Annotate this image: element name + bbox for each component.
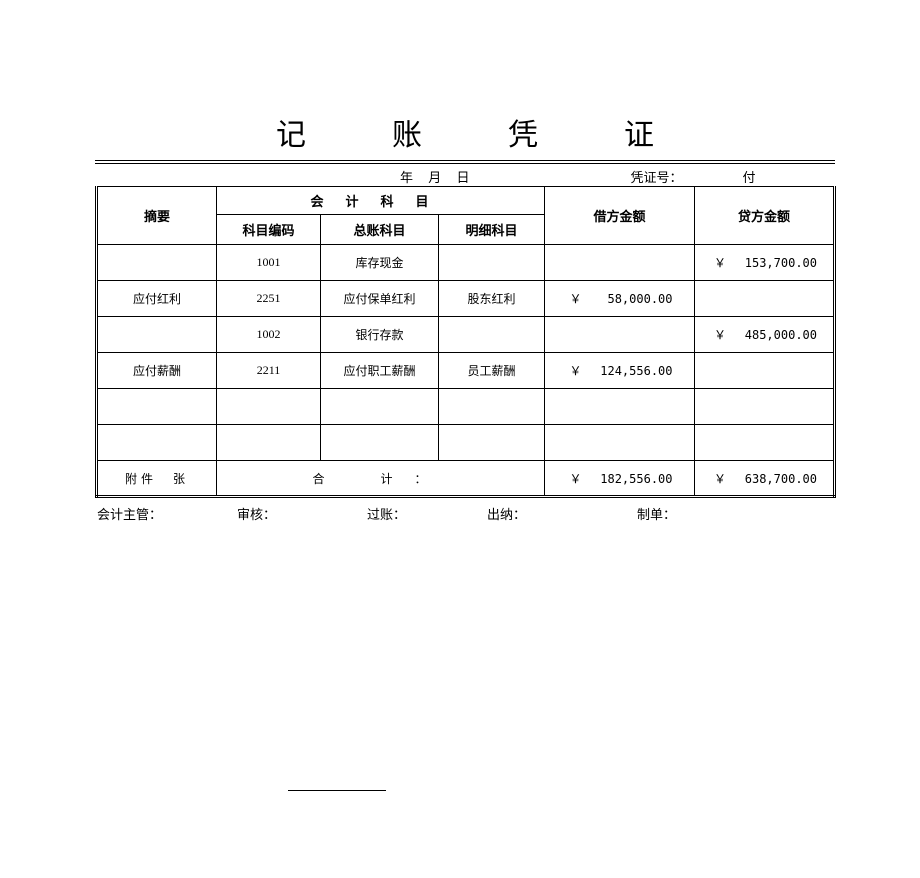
cell-ledger: 库存现金 (321, 245, 439, 281)
cell-detail: 股东红利 (439, 281, 545, 317)
cell-debit: ￥124,556.00 (545, 353, 695, 389)
sign-supervisor: 会计主管： (97, 504, 237, 523)
meta-row: 年 月 日 凭证号： 付 (95, 166, 835, 186)
hdr-detail: 明细科目 (439, 215, 545, 245)
cell-summary (97, 425, 217, 461)
cell-summary (97, 389, 217, 425)
cell-debit (545, 425, 695, 461)
cell-credit (695, 425, 835, 461)
voucher-title: 记 账 凭 证 (95, 110, 835, 154)
cell-debit (545, 317, 695, 353)
cell-detail: 员工薪酬 (439, 353, 545, 389)
cell-code: 2211 (217, 353, 321, 389)
hdr-summary: 摘要 (97, 187, 217, 245)
total-debit: ￥182,556.00 (545, 461, 695, 497)
cell-summary (97, 245, 217, 281)
cell-detail (439, 425, 545, 461)
table-row: 1001库存现金 ￥153,700.00 (97, 245, 835, 281)
hdr-debit: 借方金额 (545, 187, 695, 245)
sign-cashier: 出纳： (487, 504, 637, 523)
cell-ledger: 应付职工薪酬 (321, 353, 439, 389)
underline-stub (288, 790, 386, 791)
total-credit: ￥638,700.00 (695, 461, 835, 497)
cell-detail (439, 245, 545, 281)
table-row (97, 389, 835, 425)
attach-label: 附件 张 (97, 461, 217, 497)
hdr-account-group: 会计科目 (217, 187, 545, 215)
sign-row: 会计主管： 审核： 过账： 出纳： 制单： (95, 504, 835, 523)
sign-audit: 审核： (237, 504, 367, 523)
date-label: 年 月 日 (400, 167, 476, 186)
table-row (97, 425, 835, 461)
cell-credit (695, 389, 835, 425)
cell-detail (439, 317, 545, 353)
cell-debit: ￥58,000.00 (545, 281, 695, 317)
table-row: 应付红利2251应付保单红利股东红利￥58,000.00 (97, 281, 835, 317)
cell-ledger: 银行存款 (321, 317, 439, 353)
cell-code: 1001 (217, 245, 321, 281)
hdr-ledger: 总账科目 (321, 215, 439, 245)
sign-preparer: 制单： (637, 504, 676, 523)
cell-code (217, 389, 321, 425)
cell-credit (695, 281, 835, 317)
cell-debit (545, 389, 695, 425)
table-row: 应付薪酬2211应付职工薪酬员工薪酬￥124,556.00 (97, 353, 835, 389)
hdr-code: 科目编码 (217, 215, 321, 245)
cell-summary: 应付红利 (97, 281, 217, 317)
cell-summary: 应付薪酬 (97, 353, 217, 389)
cell-ledger: 应付保单红利 (321, 281, 439, 317)
cell-code: 2251 (217, 281, 321, 317)
cell-detail (439, 389, 545, 425)
cell-credit: ￥485,000.00 (695, 317, 835, 353)
cell-credit: ￥153,700.00 (695, 245, 835, 281)
voucher-no-label: 凭证号： (631, 167, 683, 186)
voucher-table: 摘要 会计科目 借方金额 贷方金额 科目编码 总账科目 明细科目 1001库存现… (95, 186, 836, 498)
table-row: 1002银行存款 ￥485,000.00 (97, 317, 835, 353)
cell-summary (97, 317, 217, 353)
total-label: 合 计： (217, 461, 545, 497)
voucher-no-suffix: 付 (743, 167, 756, 186)
cell-code (217, 425, 321, 461)
cell-ledger (321, 389, 439, 425)
cell-debit (545, 245, 695, 281)
cell-ledger (321, 425, 439, 461)
cell-credit (695, 353, 835, 389)
hdr-credit: 贷方金额 (695, 187, 835, 245)
cell-code: 1002 (217, 317, 321, 353)
title-rule (95, 160, 835, 164)
sign-post: 过账： (367, 504, 487, 523)
